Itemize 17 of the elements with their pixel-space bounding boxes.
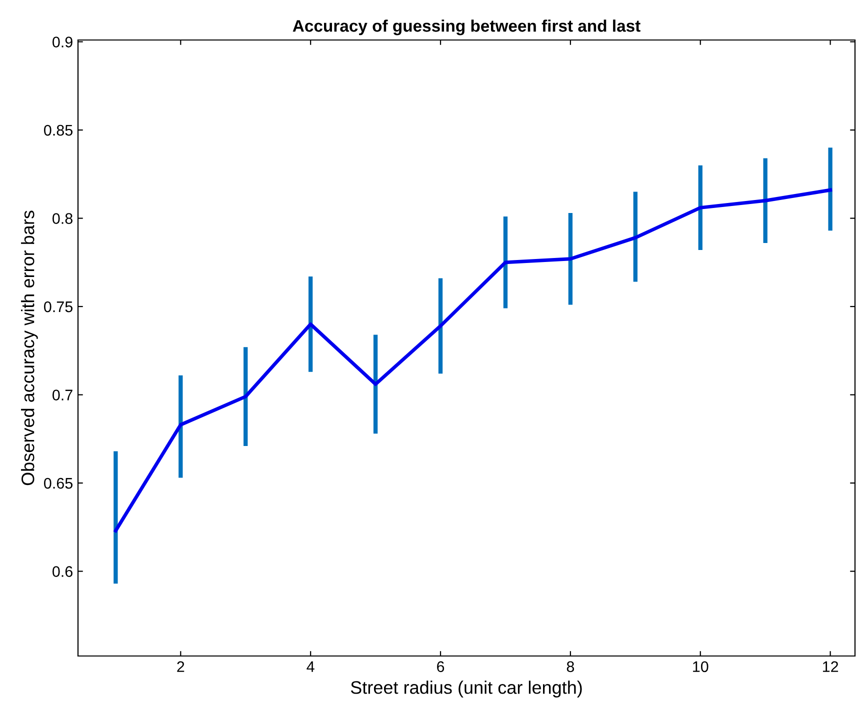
chart-title: Accuracy of guessing between first and last — [292, 20, 640, 36]
x-tick-label: 12 — [822, 661, 838, 672]
y-tick-label: 0.75 — [44, 301, 72, 312]
y-tick-label: 0.8 — [52, 213, 72, 224]
x-tick-label: 6 — [437, 661, 444, 672]
x-tick-label: 8 — [566, 661, 574, 672]
y-tick-label: 0.85 — [44, 124, 72, 136]
x-tick-label: 10 — [693, 661, 708, 672]
x-tick-label: 4 — [306, 661, 314, 672]
x-tick-label: 2 — [177, 661, 184, 672]
y-tick-label: 0.7 — [52, 390, 72, 400]
y-axis-title: Observed accuracy with error bars — [21, 210, 38, 486]
line-series — [114, 188, 832, 532]
x-axis-title: Street radius (unit car length) — [350, 680, 582, 698]
y-tick-label: 0.6 — [52, 566, 72, 577]
y-tick-label: 0.9 — [52, 36, 72, 48]
y-tick-label: 0.65 — [44, 478, 72, 489]
